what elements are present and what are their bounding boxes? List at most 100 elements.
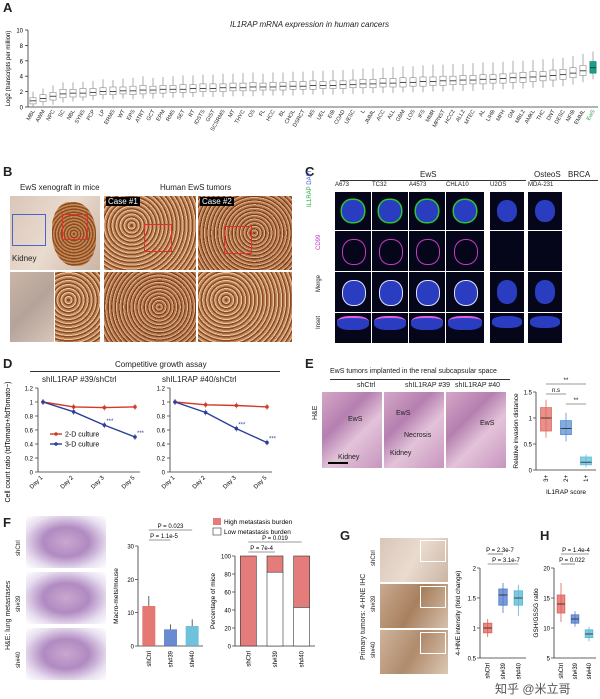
panel-c-row-merge: Merge: [316, 274, 322, 292]
panel-c-col-label: A4573: [409, 182, 427, 188]
a-category-label: PCP: [86, 109, 97, 122]
panel-f-row-label: H&E: lung metastases: [5, 580, 12, 650]
panel-c-cell-shape: [453, 280, 479, 306]
panel-c-letter: C: [305, 164, 315, 179]
panel-e-necrosis-label: Necrosis: [404, 432, 432, 439]
panel-c-cell-shape: [342, 239, 366, 265]
a-ytick-label: 6: [20, 59, 24, 65]
f2-ylabel: Percentage of mice: [210, 573, 217, 629]
d-legend-marker-2d: [54, 432, 58, 436]
panel-f-row-shctrl: shCtrl: [16, 540, 22, 556]
a-category-label: HCC2: [444, 109, 457, 125]
box-ytick-label: 2: [473, 567, 477, 573]
f2-category-label: shCtrl: [246, 651, 252, 667]
panel-c-cell-shape: [534, 280, 556, 304]
f1-p2: P = 1.1e-5: [150, 534, 178, 540]
panel-e-title: EwS tumors implanted in the renal subcap…: [330, 368, 497, 375]
d-ytick-label: 0.2: [25, 457, 34, 463]
panel-d-title: Competitive growth assay: [115, 360, 207, 369]
d-ylabel: Cell count ratio (tdTomato+/tdTomato−): [5, 382, 12, 503]
f2-legend-swatch-low: [212, 527, 222, 536]
panel-e-kidney-label-2: Kidney: [390, 450, 412, 457]
d-ytick-label: 0.8: [157, 415, 166, 421]
panel-c-col-label: CHLA10: [446, 182, 469, 188]
f2-bar-low: [266, 571, 284, 647]
box-ylabel: Relative invasion distance: [513, 393, 520, 469]
f1-category-label: sh#40: [190, 650, 196, 667]
panel-b-zoom2: [55, 272, 100, 342]
watermark: 知乎 @米立哥: [495, 682, 571, 696]
f2-bar-high: [266, 555, 284, 573]
f1-p1: P = 0.023: [158, 524, 184, 530]
f1-ytick-label: 0: [131, 645, 135, 651]
panel-b-letter: B: [3, 164, 13, 179]
panel-h-chart: 5 10 15 20 GSH/GSSG ratio shCtrl sh#39 sh#40 P =…: [533, 548, 596, 679]
box-category-label: 1+: [584, 475, 590, 482]
panel-f-row-sh40: sh#40: [16, 651, 22, 668]
panel-c-col-label: A673: [335, 182, 350, 188]
panel-e-image-shctrl: EwS Kidney: [322, 392, 382, 468]
f2-ytick-label: 80: [224, 573, 231, 579]
panel-c-micrograph: [490, 192, 524, 230]
panel-e-image-sh39: EwS Necrosis Kidney: [384, 392, 444, 468]
d-ytick-label: 1.2: [25, 387, 34, 393]
a-category-label: LP: [98, 109, 107, 118]
panel-c-micrograph: [372, 272, 408, 312]
d-legend-marker-3d: [54, 442, 58, 446]
panel-b-right-title: Human EwS tumors: [160, 183, 232, 192]
panel-g-row-sh39: sh#39: [371, 595, 377, 612]
panel-e-kidney-label-1: Kidney: [338, 454, 360, 461]
panel-b-case2-label: Case #2: [200, 197, 234, 206]
a-category-label: AL: [478, 109, 487, 118]
a-category-label: MFH: [496, 109, 507, 122]
a-category-label: SET: [176, 108, 187, 121]
a-category-label: ERMS: [104, 109, 117, 126]
f1-ylabel: Macro-mets/mouse: [113, 568, 120, 624]
d-ytick-label: 0.2: [157, 457, 166, 463]
a-box: [109, 86, 117, 95]
panel-g-letter: G: [340, 528, 351, 543]
a-category-label: GM: [507, 109, 517, 120]
panel-c-micrograph: [372, 192, 408, 230]
panel-c-micrograph: [490, 313, 524, 343]
g-p2: P = 3.1e-7: [492, 558, 520, 564]
a-category-label: EwS: [586, 109, 597, 122]
f1-ytick-label: 30: [127, 545, 134, 551]
panel-b-case1-zoom: [104, 272, 196, 342]
d-xtick-label: Day 2: [192, 475, 208, 491]
d-ytick-label: 0.6: [157, 429, 166, 435]
a-category-label: OS: [248, 109, 257, 119]
a-category-label: FL: [258, 109, 266, 118]
panel-c-row-inset: Inset: [316, 315, 322, 329]
a-category-label: UESC: [344, 109, 357, 125]
box-ylabel: 4-HNE intensity (fold change): [455, 571, 462, 656]
panel-c-micrograph: [409, 192, 445, 230]
panel-f-letter: F: [3, 515, 11, 530]
a-box: [229, 82, 237, 92]
a-category-label: HCC: [266, 109, 277, 122]
d-xtick-label: Day 5: [253, 475, 269, 491]
panel-c-cell-shape: [336, 316, 370, 330]
panel-g-row-label: Primary tumors: 4-HNE IHC: [360, 573, 367, 660]
panel-h-letter: H: [540, 528, 550, 543]
panel-b-left-title: EwS xenograft in mice: [20, 183, 100, 192]
panel-c-micrograph: [528, 313, 562, 343]
panel-f-lung-shctrl: [26, 516, 106, 568]
a-category-label: ATRT: [135, 108, 147, 124]
panel-c-cell-shape: [496, 199, 518, 223]
a-ytick-label: 2: [20, 90, 24, 96]
panel-c-cell-shape: [379, 239, 403, 265]
d-sig-marker: ***: [269, 437, 277, 443]
panel-g-image-sh40: [380, 630, 448, 674]
panel-g-image-sh39: [380, 584, 448, 628]
a-category-label: AWM: [35, 109, 47, 124]
panel-c-dapi-label: DAPI: [307, 170, 313, 185]
panel-b-case2-zoom: [198, 272, 292, 342]
box-category-label: 2+: [564, 475, 570, 482]
a-category-label: NPC: [46, 109, 57, 122]
box-ytick-label: 1: [473, 627, 477, 633]
a-category-label: AMKL: [524, 109, 537, 125]
f2-bar-high: [293, 555, 310, 608]
box-body: [498, 588, 508, 606]
a-category-label: THC: [536, 109, 547, 122]
